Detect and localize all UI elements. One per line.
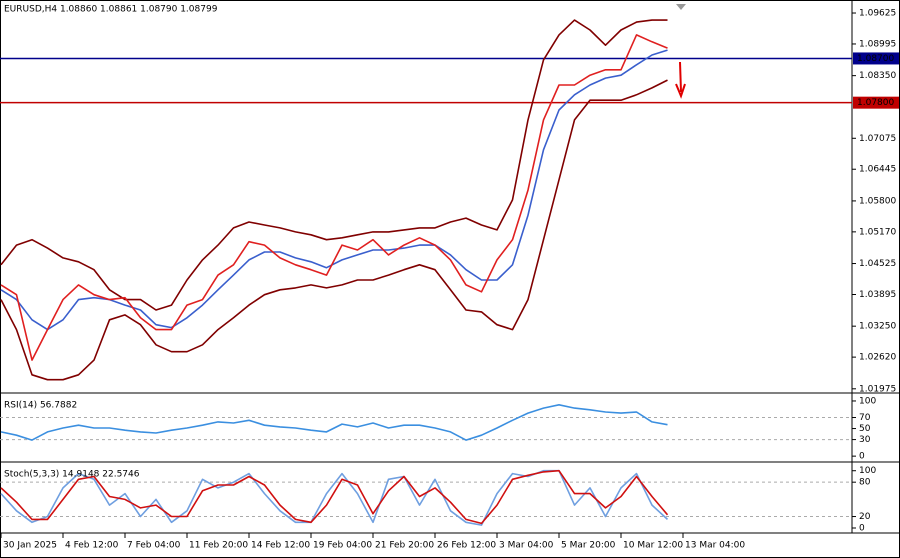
y-tick-label: 1.01975: [859, 384, 896, 394]
x-tick-label: 11 Feb 20:00: [189, 541, 248, 551]
x-tick-label: 4 Feb 12:00: [65, 541, 119, 551]
y-tick-label: 1.05170: [859, 227, 896, 237]
y-tick-label: 70: [859, 413, 871, 423]
y-tick-label: 100: [859, 466, 876, 476]
x-tick-label: 26 Feb 12:00: [437, 541, 496, 551]
level-label: 1.07800: [857, 98, 894, 108]
y-tick-label: 1.08350: [859, 71, 896, 81]
y-tick-label: 0: [859, 452, 865, 462]
series-line: [0, 469, 669, 525]
y-tick-label: 1.03895: [859, 290, 896, 300]
y-tick-label: 1.05800: [859, 196, 896, 206]
series-line: [0, 404, 668, 441]
panel-title: RSI(14) 56.7882: [4, 401, 77, 411]
x-tick-label: 5 Mar 20:00: [561, 541, 616, 551]
x-tick-label: 10 Mar 12:00: [623, 541, 683, 551]
x-tick-label: 7 Feb 04:00: [127, 541, 181, 551]
series-line: [0, 34, 668, 361]
series-line: [0, 19, 668, 311]
level-label-box: [853, 96, 899, 109]
y-tick-label: 1.02620: [859, 353, 896, 363]
y-tick-label: 1.07075: [859, 134, 896, 144]
y-tick-label: 30: [859, 435, 871, 445]
x-tick-label: 30 Jan 2025: [3, 541, 57, 551]
shift-marker: [676, 4, 686, 10]
level-label-box: [853, 52, 899, 65]
y-tick-label: 1.08995: [859, 39, 896, 49]
series-line: [0, 79, 668, 381]
x-tick-label: 19 Feb 04:00: [313, 541, 372, 551]
y-tick-label: 1.04525: [859, 259, 896, 269]
y-tick-label: 1.09625: [859, 9, 896, 19]
x-tick-label: 21 Feb 20:00: [375, 541, 434, 551]
level-label: 1.08700: [857, 54, 894, 64]
x-tick-label: 13 Mar 04:00: [685, 541, 745, 551]
x-tick-label: 3 Mar 04:00: [499, 541, 554, 551]
y-tick-label: 100: [859, 396, 876, 406]
series-line: [0, 49, 668, 331]
x-tick-label: 14 Feb 12:00: [251, 541, 310, 551]
y-tick-label: 80: [859, 478, 871, 488]
panel-title: EURUSD,H4 1.08860 1.08861 1.08790 1.0879…: [4, 5, 218, 15]
y-tick-label: 1.03250: [859, 322, 896, 332]
panel-title: Stoch(5,3,3) 14.9148 22.5746: [4, 470, 140, 480]
y-tick-label: 20: [859, 512, 871, 522]
y-tick-label: 50: [859, 424, 871, 434]
y-tick-label: 1.06445: [859, 165, 896, 175]
y-tick-label: 0: [859, 523, 865, 533]
arrow: [675, 61, 686, 99]
